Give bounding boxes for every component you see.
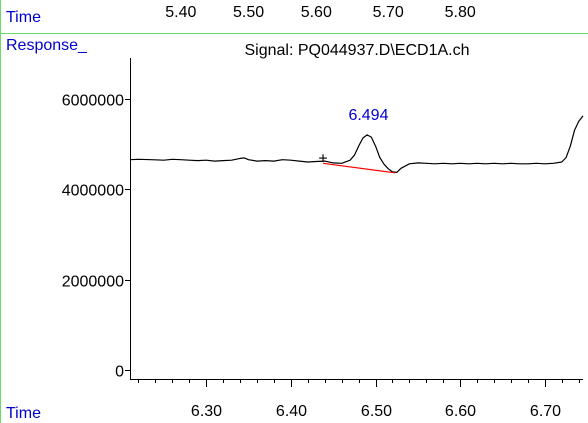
y-axis-label: Response_ <box>6 37 88 54</box>
y-tick-label: 6000000 <box>62 93 124 110</box>
y-ticks: 0 2000000 4000000 6000000 <box>62 93 130 381</box>
top-tick-label: 5.50 <box>233 4 264 21</box>
x-tick-label: 6.40 <box>276 403 307 420</box>
x-ticks: 6.30 6.40 6.50 6.60 6.70 <box>138 379 580 420</box>
x-tick-label: 6.30 <box>191 403 222 420</box>
x-tick-label: 6.70 <box>530 403 561 420</box>
peak-start-marker: + <box>318 150 327 167</box>
signal-title: Signal: PQ044937.D\ECD1A.ch <box>244 42 469 59</box>
baseline-segment <box>322 162 396 174</box>
peak-label: 6.494 <box>348 107 388 124</box>
y-tick-label: 2000000 <box>62 274 124 291</box>
top-tick-label: 5.80 <box>445 4 476 21</box>
x-tick-label: 6.50 <box>361 403 392 420</box>
bottom-axis-label: Time <box>6 405 41 422</box>
y-tick-label: 4000000 <box>62 183 124 200</box>
signal-trace <box>129 115 584 173</box>
top-tick-label: 5.40 <box>165 4 196 21</box>
top-tick-label: 5.70 <box>373 4 404 21</box>
top-axis-label: Time <box>6 9 41 26</box>
y-tick-label: 0 <box>115 364 124 381</box>
plot-area: +6.494 <box>129 107 584 174</box>
top-tick-label: 5.60 <box>301 4 332 21</box>
top-tick-labels: 5.40 5.50 5.60 5.70 5.80 <box>165 4 476 21</box>
x-tick-label: 6.60 <box>445 403 476 420</box>
